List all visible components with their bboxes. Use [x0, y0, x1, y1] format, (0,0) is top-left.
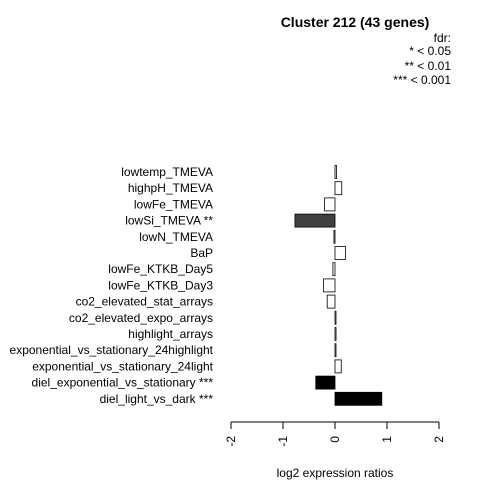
- chart-title: Cluster 212 (43 genes): [281, 14, 430, 30]
- bar: [334, 181, 343, 196]
- x-tick-label: 1: [380, 436, 394, 443]
- category-label: BaP: [190, 246, 213, 260]
- bar: [326, 294, 336, 309]
- category-label: lowtemp_TMEVA: [121, 165, 213, 179]
- bar: [324, 197, 336, 212]
- category-label: exponential_vs_stationary_24light: [32, 359, 213, 373]
- category-label: diel_exponential_vs_stationary ***: [32, 376, 214, 390]
- bar: [294, 213, 336, 228]
- bar: [334, 310, 337, 325]
- bar: [334, 246, 346, 260]
- category-label: lowFe_KTKB_Day3: [108, 278, 213, 292]
- category-label: highlight_arrays: [128, 327, 213, 341]
- legend-entry: *** < 0.001: [393, 73, 451, 87]
- bar: [334, 343, 337, 358]
- category-label: diel_light_vs_dark ***: [100, 392, 214, 406]
- category-label: exponential_vs_stationary_24highlight: [10, 343, 214, 357]
- bar: [333, 229, 336, 244]
- category-label: lowFe_TMEVA: [134, 197, 213, 211]
- legend-entry: * < 0.05: [409, 44, 451, 58]
- x-tick-label: -1: [276, 436, 290, 447]
- legend: fdr: * < 0.05 ** < 0.01 *** < 0.001: [393, 31, 451, 87]
- bar: [332, 262, 336, 277]
- category-label: highpH_TMEVA: [128, 181, 213, 195]
- category-label: lowFe_KTKB_Day5: [108, 262, 213, 276]
- category-label: co2_elevated_expo_arrays: [69, 311, 213, 325]
- x-tick-label: 0: [328, 436, 342, 443]
- legend-entry: ** < 0.01: [405, 59, 452, 73]
- bar: [334, 165, 337, 179]
- category-label: lowSi_TMEVA **: [125, 214, 213, 228]
- bar: [334, 391, 383, 406]
- bar: [334, 359, 342, 374]
- x-tick-label: -2: [224, 436, 238, 447]
- legend-title: fdr:: [434, 31, 451, 45]
- bar: [334, 327, 337, 341]
- category-label: lowN_TMEVA: [139, 230, 213, 244]
- bar: [315, 375, 336, 390]
- x-tick-label: 2: [432, 436, 446, 443]
- category-label: co2_elevated_stat_arrays: [76, 295, 213, 309]
- bar: [323, 278, 336, 293]
- x-axis-label: log2 expression ratios: [277, 466, 394, 480]
